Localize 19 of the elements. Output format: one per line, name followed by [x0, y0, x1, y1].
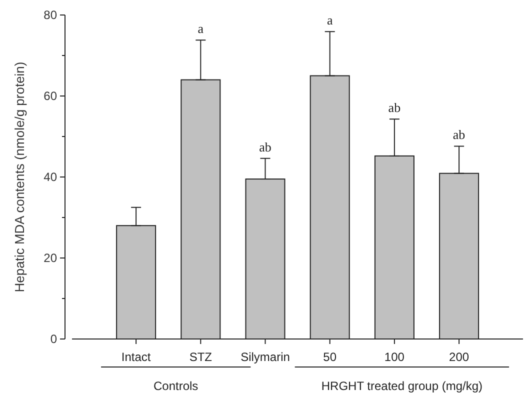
y-tick-label: 0 [50, 332, 58, 346]
y-tick-label: 80 [44, 8, 58, 22]
annotation: ab [259, 139, 272, 154]
annotation: a [198, 21, 204, 36]
x-tick-label: 200 [449, 350, 470, 364]
x-tick-label: 100 [384, 350, 405, 364]
x-tick-label: Intact [121, 350, 152, 364]
annotation: ab [452, 127, 466, 142]
text: Controls [154, 379, 198, 393]
y-tick-label: 20 [44, 251, 58, 266]
x-tick-label: 50 [323, 350, 337, 364]
y-axis-title: Hepatic MDA contents (nmole/g protein) [12, 62, 27, 292]
x-tick-label: Silymarin [240, 350, 290, 364]
y-tick-label: 60 [44, 89, 58, 104]
annotation: ab [388, 100, 401, 116]
y-tick-label: 40 [44, 170, 58, 184]
x-tick-label: STZ [189, 350, 212, 364]
annotation: a [326, 12, 333, 28]
text: HRGHT treated group (mg/kg) [321, 379, 483, 393]
